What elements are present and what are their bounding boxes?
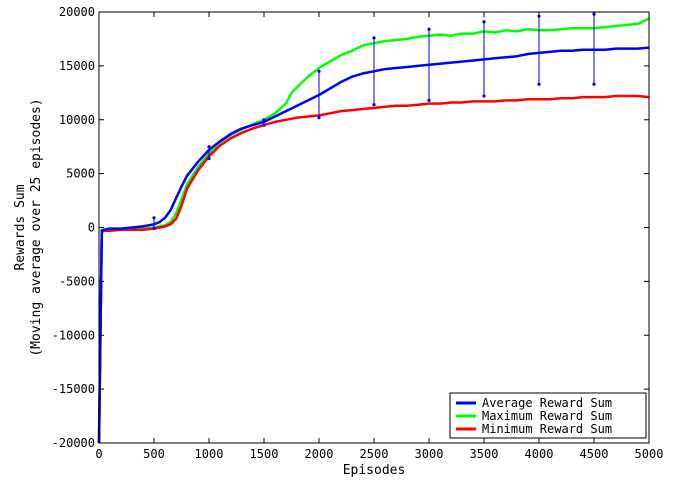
error-bar-upper-cap: [207, 145, 211, 149]
y-tick-label: 5000: [66, 167, 95, 181]
error-bar-lower-cap: [482, 94, 486, 98]
error-bar-upper-cap: [482, 20, 486, 24]
x-tick-label: 1500: [250, 447, 279, 461]
series-line-minimum: [97, 94, 650, 444]
series-layer: [97, 17, 650, 444]
y-axis-ticks: -20000 -15000 -10000 -5000 0 5000 10000 15000 20…: [52, 5, 649, 450]
errorbar-layer: [152, 12, 596, 231]
legend: Average Reward Sum Maximum Reward Sum Mi…: [449, 392, 647, 439]
x-tick-label: 5000: [635, 447, 664, 461]
legend-label-maximum: Maximum Reward Sum: [482, 409, 612, 423]
x-tick-label: 2500: [360, 447, 389, 461]
error-bar-lower-cap: [317, 115, 321, 120]
series-line-average: [97, 46, 650, 444]
x-tick-label: 4000: [525, 447, 554, 461]
x-tick-label: 500: [143, 447, 165, 461]
legend-label-minimum: Minimum Reward Sum: [482, 422, 612, 436]
x-tick-label: 2000: [305, 447, 334, 461]
x-axis-ticks: 0 500 1000 1500 2000 2500 3000 3500 4000 4500 5000: [95, 12, 663, 461]
x-tick-label: 3000: [415, 447, 444, 461]
error-bar-upper-cap: [372, 36, 376, 40]
error-bar-lower-cap: [592, 82, 596, 86]
y-tick-label: 10000: [59, 113, 95, 127]
error-bar-upper-cap: [427, 27, 431, 31]
y-tick-label: 15000: [59, 59, 95, 73]
legend-label-average: Average Reward Sum: [482, 396, 612, 410]
y-tick-label: 0: [88, 221, 95, 235]
y-tick-label: -10000: [52, 328, 95, 342]
y-tick-label: -15000: [52, 382, 95, 396]
y-tick-label: -20000: [52, 436, 95, 450]
error-bar-upper-cap: [317, 69, 321, 73]
y-tick-label: -5000: [59, 274, 95, 288]
y-tick-label: 20000: [59, 5, 95, 19]
x-tick-label: 0: [95, 447, 102, 461]
error-bar-lower-cap: [427, 98, 431, 102]
error-bar-lower-cap: [537, 82, 541, 86]
error-bar-upper-cap: [152, 216, 156, 220]
series-line-maximum: [97, 17, 650, 444]
y-axis-label: Rewards Sum (Moving average over 25 epis…: [13, 98, 44, 356]
legend-box: [449, 392, 647, 439]
y-axis-label-line1: Rewards Sum: [13, 184, 28, 270]
x-tick-label: 1000: [195, 447, 224, 461]
x-axis-label: Episodes: [343, 463, 406, 478]
error-bar-lower-cap: [207, 156, 211, 161]
error-bar-upper-cap: [262, 118, 266, 122]
x-tick-label: 3500: [470, 447, 499, 461]
error-bar-lower-cap: [152, 226, 156, 231]
x-tick-label: 4500: [580, 447, 609, 461]
y-axis-label-line2: (Moving average over 25 episodes): [29, 98, 44, 356]
error-bar-lower-cap: [372, 103, 376, 107]
error-bar-lower-cap: [262, 123, 266, 127]
